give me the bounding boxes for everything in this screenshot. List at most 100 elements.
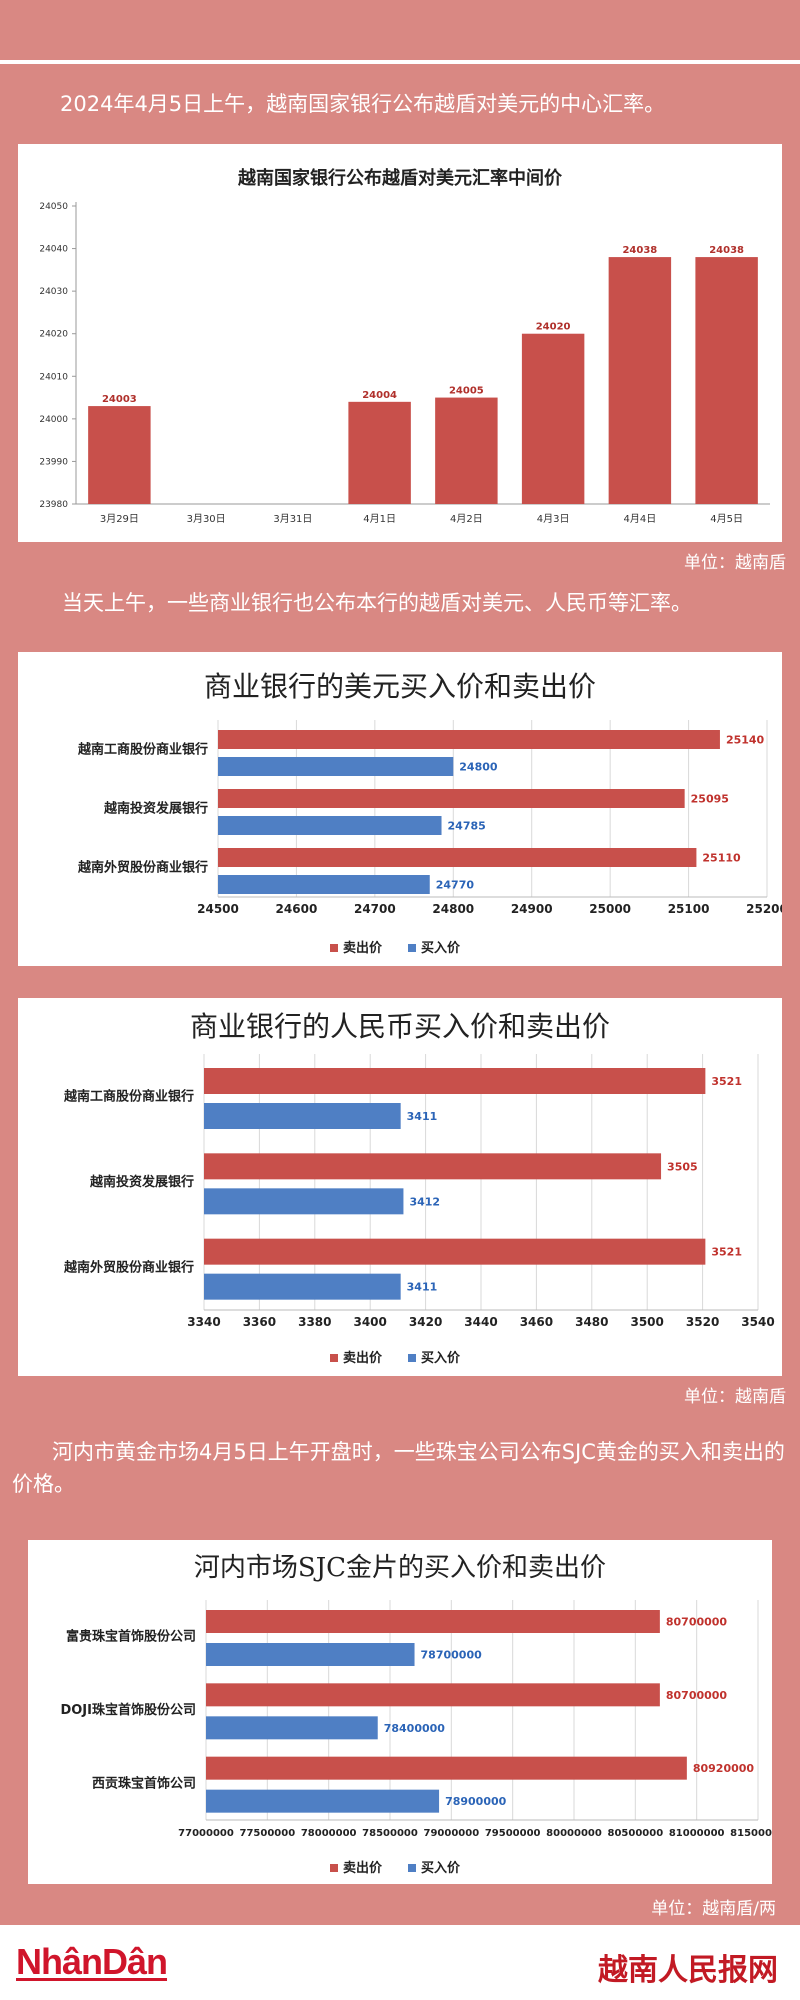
x-tick-label: 3480 — [575, 1315, 608, 1329]
bar — [608, 257, 672, 504]
x-tick-label: 80500000 — [607, 1828, 663, 1839]
bar — [218, 789, 685, 808]
legend-label: 买入价 — [421, 1351, 461, 1366]
x-tick-label: 4月1日 — [363, 513, 396, 525]
x-tick-label: 24800 — [432, 902, 474, 916]
y-category-label: 越南投资发展银行 — [103, 801, 208, 817]
x-tick-label: 77500000 — [239, 1828, 295, 1839]
y-tick-label: 24000 — [39, 415, 68, 425]
chart-title: 商业银行的人民币买入价和卖出价 — [190, 1010, 610, 1043]
y-tick-label: 23990 — [39, 457, 68, 467]
bar — [204, 1068, 706, 1094]
data-label: 24770 — [436, 879, 475, 892]
y-tick-label: 24050 — [39, 202, 68, 212]
chart-title: 商业银行的美元买入价和卖出价 — [204, 670, 596, 703]
chart-title: 河内市场SJC金片的买入价和卖出价 — [194, 1553, 606, 1583]
data-label: 80700000 — [666, 1616, 728, 1629]
bar — [521, 333, 585, 504]
chart-card-1: 越南国家银行公布越盾对美元汇率中间价 23980 23990 24000 24010 24… — [18, 144, 782, 542]
legend-swatch — [408, 1354, 416, 1362]
data-label: 3411 — [407, 1110, 438, 1123]
y-tick-label: 24030 — [39, 287, 68, 297]
x-tick-label: 3340 — [187, 1315, 220, 1329]
bar — [204, 1103, 401, 1129]
x-tick-label: 25000 — [589, 902, 631, 916]
intro-text: 2024年4月5日上午，越南国家银行公布越盾对美元的中心汇率。 — [60, 92, 666, 116]
x-tick-label: 3360 — [243, 1315, 276, 1329]
x-tick-label: 3420 — [409, 1315, 442, 1329]
bar — [206, 1683, 660, 1707]
chart-cny-rates: 商业银行的人民币买入价和卖出价 3340 3360 3380 3400 3420 3440 3… — [63, 1010, 775, 1366]
y-tick-label: 24020 — [39, 330, 68, 340]
x-tick-label: 25100 — [668, 902, 710, 916]
y-tick-label: 24040 — [39, 245, 68, 255]
legend-label: 买入价 — [421, 1861, 461, 1876]
bar — [204, 1153, 662, 1180]
data-label: 25095 — [691, 793, 729, 806]
bar — [218, 757, 454, 776]
data-label: 24005 — [449, 386, 484, 397]
data-label: 3521 — [711, 1075, 742, 1088]
bar — [204, 1273, 401, 1300]
data-label: 3521 — [711, 1246, 742, 1259]
data-label: 78400000 — [384, 1722, 446, 1735]
legend-label: 买入价 — [421, 941, 461, 956]
chart-sjc-gold: 河内市场SJC金片的买入价和卖出价 77000000 77500000 7800000… — [60, 1553, 772, 1876]
legend-swatch — [408, 944, 416, 952]
bar — [435, 397, 498, 504]
bar — [206, 1756, 687, 1780]
y-category-label: 越南外贸股份商业银行 — [77, 860, 208, 876]
bar — [218, 730, 720, 749]
data-label: 24020 — [536, 322, 571, 333]
data-label: 80700000 — [666, 1689, 728, 1702]
y-tick-label: 23980 — [39, 500, 68, 510]
x-tick-label: 24700 — [354, 902, 396, 916]
x-tick-label: 78500000 — [362, 1828, 418, 1839]
x-tick-label: 78000000 — [301, 1828, 357, 1839]
legend-swatch — [330, 944, 338, 952]
bar — [218, 875, 430, 894]
site-name-logo[interactable]: 越南人民报网 — [598, 1953, 778, 1988]
chart-card-4: 河内市场SJC金片的买入价和卖出价 77000000 77500000 7800000… — [28, 1540, 772, 1884]
x-tick-label: 24600 — [276, 902, 318, 916]
x-tick-label: 25200 — [746, 902, 782, 916]
bar — [218, 848, 697, 867]
legend-swatch — [330, 1864, 338, 1872]
x-tick-label: 4月4日 — [624, 513, 657, 525]
bar — [88, 406, 151, 504]
x-tick-label: 4月2日 — [450, 513, 483, 525]
y-category-label: DOJI珠宝首饰股份公司 — [60, 1702, 196, 1718]
chart-usd-rates: 商业银行的美元买入价和卖出价 24500 24600 24700 24800 24900 2… — [77, 670, 782, 956]
x-tick-label: 3500 — [630, 1315, 663, 1329]
data-label: 25140 — [726, 734, 765, 747]
y-category-label: 富贵珠宝首饰股份公司 — [66, 1629, 196, 1645]
bar — [206, 1610, 660, 1633]
data-label: 3505 — [667, 1160, 698, 1173]
bar — [695, 257, 758, 504]
x-tick-label: 3520 — [686, 1315, 719, 1329]
x-tick-label: 4月5日 — [710, 513, 743, 525]
x-tick-label: 3380 — [298, 1315, 331, 1329]
y-category-label: 越南工商股份商业银行 — [63, 1089, 194, 1105]
top-divider — [0, 60, 800, 64]
bar — [348, 401, 411, 504]
data-label: 24800 — [459, 761, 498, 774]
legend-swatch — [408, 1864, 416, 1872]
y-tick-label: 24010 — [39, 372, 68, 382]
paragraph-3: 河内市黄金市场4月5日上午开盘时，一些珠宝公司公布SJC黄金的买入和卖出的价格。 — [12, 1440, 785, 1496]
data-label: 3412 — [409, 1195, 440, 1208]
data-label: 78900000 — [445, 1795, 507, 1808]
unit-label-3: 单位：越南盾/两 — [651, 1899, 776, 1919]
bar — [218, 816, 442, 835]
data-label: 24785 — [448, 820, 486, 833]
unit-label-2: 单位：越南盾 — [684, 1387, 786, 1407]
data-label: 25110 — [702, 852, 741, 865]
data-label: 24004 — [362, 390, 397, 401]
legend-label: 卖出价 — [343, 1860, 383, 1876]
nhandan-logo[interactable]: NhânDân — [16, 1941, 168, 1982]
data-label: 24038 — [622, 245, 657, 256]
legend-label: 卖出价 — [343, 940, 383, 956]
data-label: 80920000 — [693, 1762, 755, 1775]
x-tick-label: 3月29日 — [100, 513, 139, 525]
data-label: 24038 — [709, 245, 744, 256]
